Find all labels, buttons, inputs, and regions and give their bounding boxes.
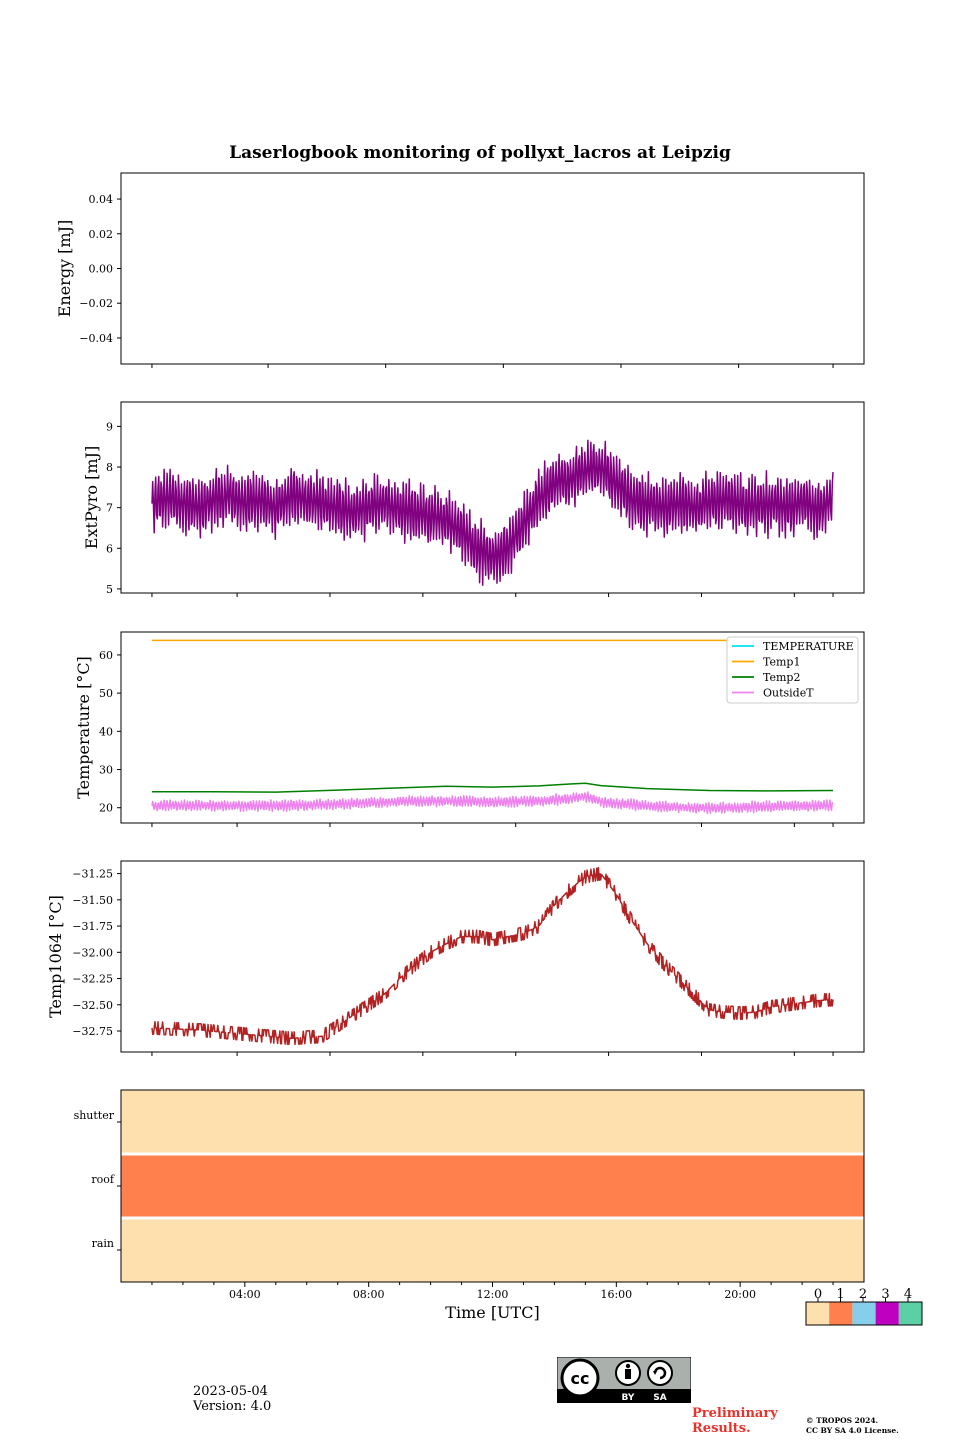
- ytick-label: −32.75: [72, 1025, 113, 1038]
- xtick-label: 08:00: [353, 1288, 385, 1301]
- ytick-label: 60: [99, 649, 113, 662]
- yaxis-label: Temp1064 [°C]: [46, 895, 65, 1018]
- footer-info: 2023-05-04 Version: 4.0: [193, 1384, 271, 1414]
- preliminary-note: Preliminary Results.: [692, 1406, 778, 1436]
- license-sa-label: SA: [653, 1393, 666, 1403]
- version-label: Version: 4.0: [193, 1399, 272, 1414]
- series-line-temp2: [152, 782, 834, 793]
- panel-extpyro: 5 6 7 8 9 ExtPyro [mJ]: [82, 401, 865, 597]
- copyright-note: © TROPOS 2024. CC BY SA 4.0 License.: [806, 1416, 899, 1436]
- ytick-label: −0.02: [79, 297, 113, 310]
- colorbar-swatch: [875, 1302, 899, 1325]
- panel-energy: −0.04 −0.02 0.00 0.02 0.04 Energy [mJ]: [55, 172, 865, 368]
- license-by-label: BY: [622, 1393, 635, 1403]
- legend-box: [726, 636, 859, 704]
- xtick-label: 20:00: [724, 1288, 756, 1301]
- xtick-label: 04:00: [229, 1288, 261, 1301]
- license-badge: cc BY SA: [556, 1356, 692, 1404]
- copyright-line-1: © TROPOS 2024.: [806, 1416, 879, 1425]
- panel-flags: shutter roof rain 04:00 08:00 12:00 16:00 20:00…: [74, 1089, 923, 1326]
- axes-frame: [120, 401, 865, 594]
- series-line-extpyro: [151, 439, 834, 586]
- row-label-rain: rain: [92, 1237, 114, 1250]
- ytick-label: 0.00: [89, 263, 114, 276]
- series-line-temp1064: [151, 867, 834, 1046]
- ytick-label: −32.50: [72, 999, 113, 1012]
- axes-frame: [120, 172, 865, 365]
- colorbar-swatch: [898, 1302, 922, 1325]
- row-label-roof: roof: [91, 1173, 115, 1186]
- ytick-label: 40: [99, 725, 113, 738]
- svg-text:cc: cc: [571, 1369, 590, 1388]
- ytick-label: 7: [106, 502, 113, 515]
- ytick-label: 0.04: [89, 193, 114, 206]
- yaxis-label: Energy [mJ]: [55, 220, 74, 318]
- yaxis-label: ExtPyro [mJ]: [82, 446, 101, 549]
- plot-area: [151, 439, 834, 586]
- cc-by-sa-icon: cc: [560, 1358, 673, 1398]
- xaxis-label: Time [UTC]: [445, 1303, 539, 1322]
- ytick-label: 6: [106, 542, 113, 555]
- legend-label: Temp2: [763, 671, 800, 684]
- colorbar-swatch: [852, 1302, 876, 1325]
- ytick-label: 20: [99, 802, 113, 815]
- legend-label: Temp1: [763, 656, 800, 669]
- axes-frame: [120, 631, 865, 824]
- ytick-label: −32.00: [72, 946, 113, 959]
- figure-title: Laserlogbook monitoring of pollyxt_lacro…: [229, 143, 731, 163]
- row-label-shutter: shutter: [74, 1109, 115, 1122]
- ytick-label: −31.50: [72, 894, 113, 907]
- preliminary-line-2: Results.: [692, 1421, 751, 1436]
- xtick-label: 12:00: [477, 1288, 509, 1301]
- ytick-label: −0.04: [79, 332, 113, 345]
- ytick-label: 8: [106, 461, 113, 474]
- ytick-label: −31.75: [72, 920, 113, 933]
- ytick-label: 50: [99, 687, 113, 700]
- heatmap-row-rain: [121, 1218, 864, 1282]
- colorbar-tick-label: 1: [836, 1287, 844, 1302]
- colorbar-tick-label: 0: [814, 1287, 822, 1302]
- panel-temperature: 20 30 40 50 60 Temperature [°C] TEMPERATURE Tem…: [74, 631, 865, 827]
- panel-temp1064: −32.75 −32.50 −32.25 −32.00 −31.75 −31.50 −31.…: [46, 860, 865, 1056]
- ytick-label: 5: [106, 583, 113, 596]
- colorbar-tick-label: 3: [881, 1287, 889, 1302]
- plot-area: [151, 639, 834, 815]
- colorbar-tick-label: 4: [904, 1287, 912, 1302]
- colorbar-frame: [805, 1301, 923, 1326]
- ytick-label: −31.25: [72, 868, 113, 881]
- date-label: 2023-05-04: [193, 1384, 268, 1399]
- legend-label: OutsideT: [763, 687, 814, 700]
- heatmap-row-roof: [121, 1154, 864, 1218]
- legend-label: TEMPERATURE: [763, 640, 854, 653]
- preliminary-line-1: Preliminary: [692, 1406, 778, 1421]
- ytick-label: 9: [106, 420, 113, 433]
- series-line-outsidet: [151, 791, 834, 815]
- colorbar-swatch: [806, 1302, 830, 1325]
- legend: TEMPERATURE Temp1 Temp2 OutsideT: [726, 636, 859, 704]
- xtick-label: 16:00: [600, 1288, 632, 1301]
- colorbar-swatch: [829, 1302, 853, 1325]
- ytick-label: 30: [99, 764, 113, 777]
- plot-area: [151, 867, 834, 1046]
- copyright-line-2: CC BY SA 4.0 License.: [806, 1426, 899, 1435]
- axes-frame: [120, 860, 865, 1053]
- yaxis-label: Temperature [°C]: [74, 656, 93, 799]
- heatmap-row-shutter: [121, 1090, 864, 1154]
- colorbar-tick-label: 2: [859, 1287, 867, 1302]
- ytick-label: −32.25: [72, 973, 113, 986]
- ytick-label: 0.02: [89, 228, 114, 241]
